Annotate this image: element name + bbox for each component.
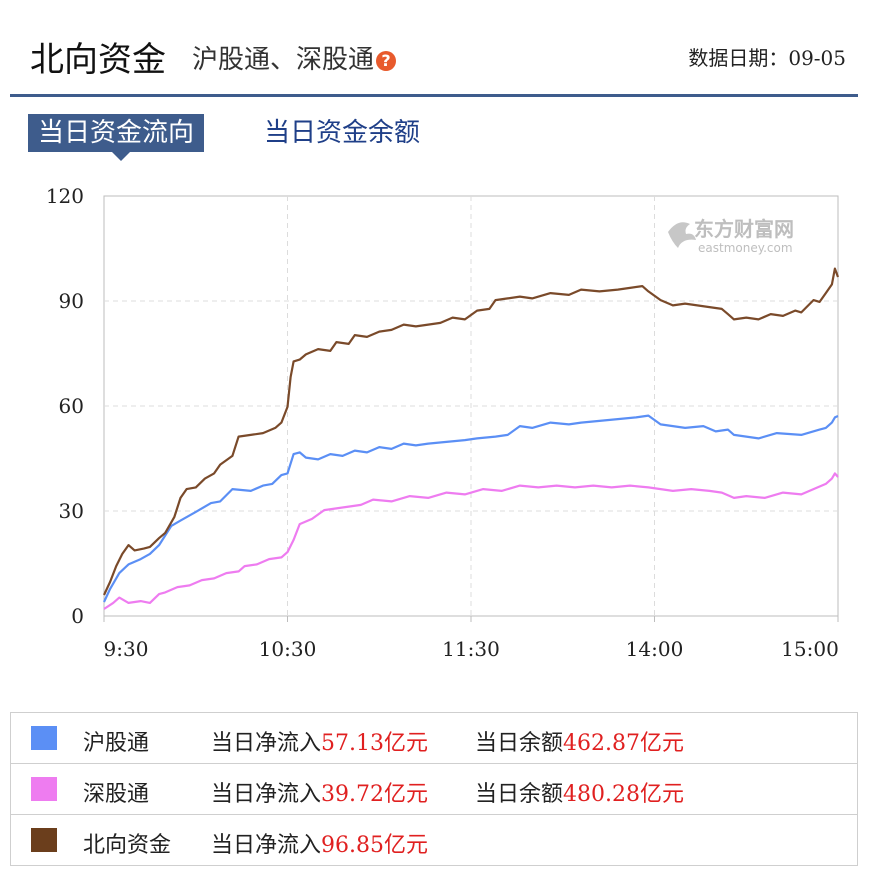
date-value: 09-05 — [788, 46, 846, 70]
x-tick-label: 14:00 — [626, 637, 684, 661]
x-tick-label: 15:00 — [781, 637, 839, 661]
x-tick-label: 11:30 — [442, 637, 500, 661]
inflow-value-north: 96.85亿元 — [321, 833, 428, 858]
y-tick-label: 120 — [46, 184, 84, 208]
subtitle-text: 沪股通、深股通 — [192, 45, 375, 75]
legend-name-north: 北向资金 — [83, 833, 172, 858]
x-tick-label: 10:30 — [259, 637, 317, 661]
inflow-label-sz: 当日净流入 — [211, 782, 322, 807]
legend-name-sh: 沪股通 — [83, 731, 150, 756]
tab-daily-balance-label: 当日资金余额 — [264, 118, 421, 148]
watermark-logo-icon — [668, 222, 696, 248]
balance-label-sh: 当日余额 — [475, 731, 564, 756]
inflow-label-sh: 当日净流入 — [211, 731, 322, 756]
question-icon[interactable]: ? — [376, 51, 397, 71]
legend-row-north: 北向资金 当日净流入96.85亿元 — [11, 815, 857, 865]
y-tick-label: 60 — [59, 394, 84, 418]
legend-swatch-north — [31, 828, 57, 852]
x-tick-label: 9:30 — [104, 637, 149, 661]
watermark-cn: 东方财富网 — [694, 217, 794, 241]
legend-balance-sh: 当日余额462.87亿元 — [475, 725, 684, 757]
balance-value-sh: 462.87亿元 — [563, 731, 684, 756]
legend-inflow-sz: 当日净流入39.72亿元 — [211, 776, 428, 808]
legend-inflow-sh: 当日净流入57.13亿元 — [211, 725, 428, 757]
chart-grid — [103, 195, 839, 622]
tab-pointer-icon — [112, 152, 130, 161]
tab-daily-flow[interactable]: 当日资金流向 — [28, 114, 205, 161]
legend-row-sz: 深股通 当日净流入39.72亿元 当日余额480.28亿元 — [11, 764, 857, 815]
inflow-label-north: 当日净流入 — [211, 833, 322, 858]
data-date: 数据日期：09-05 — [688, 42, 846, 71]
legend-table: 沪股通 当日净流入57.13亿元 当日余额462.87亿元 深股通 当日净流入3… — [10, 712, 858, 866]
watermark: 东方财富网 eastmoney.com — [668, 217, 794, 255]
page-header: 北向资金 沪股通、深股通? 数据日期：09-05 — [10, 28, 858, 97]
inflow-value-sz: 39.72亿元 — [321, 782, 428, 807]
legend-balance-sz: 当日余额480.28亿元 — [475, 776, 684, 808]
series-line-sh — [103, 414, 839, 603]
x-axis-ticks: 9:30 10:30 11:30 14:00 15:00 — [104, 637, 839, 661]
date-label: 数据日期： — [688, 46, 789, 70]
legend-row-sh: 沪股通 当日净流入57.13亿元 当日余额462.87亿元 — [11, 713, 857, 764]
inflow-value-sh: 57.13亿元 — [321, 731, 428, 756]
northbound-flow-chart: 0 30 60 90 120 9:30 10:30 11:30 14:00 15:00 东方财富… — [46, 184, 840, 661]
watermark-en: eastmoney.com — [698, 241, 793, 255]
legend-swatch-sz — [31, 777, 57, 801]
page-title: 北向资金 — [30, 40, 166, 80]
y-tick-label: 30 — [59, 499, 84, 523]
legend-inflow-north: 当日净流入96.85亿元 — [211, 827, 428, 859]
y-tick-label: 90 — [59, 289, 84, 313]
series-line-north — [103, 267, 840, 596]
tab-daily-balance[interactable]: 当日资金余额 — [264, 114, 420, 152]
balance-value-sz: 480.28亿元 — [563, 782, 684, 807]
page-subtitle: 沪股通、深股通? — [192, 39, 397, 76]
legend-swatch-sh — [31, 726, 57, 750]
y-tick-label: 0 — [71, 604, 84, 628]
tab-daily-flow-label: 当日资金流向 — [38, 118, 195, 148]
chart-series — [103, 267, 840, 610]
series-line-sz — [103, 472, 839, 610]
balance-label-sz: 当日余额 — [475, 782, 564, 807]
y-axis-ticks: 0 30 60 90 120 — [46, 184, 84, 628]
legend-name-sz: 深股通 — [83, 782, 150, 807]
